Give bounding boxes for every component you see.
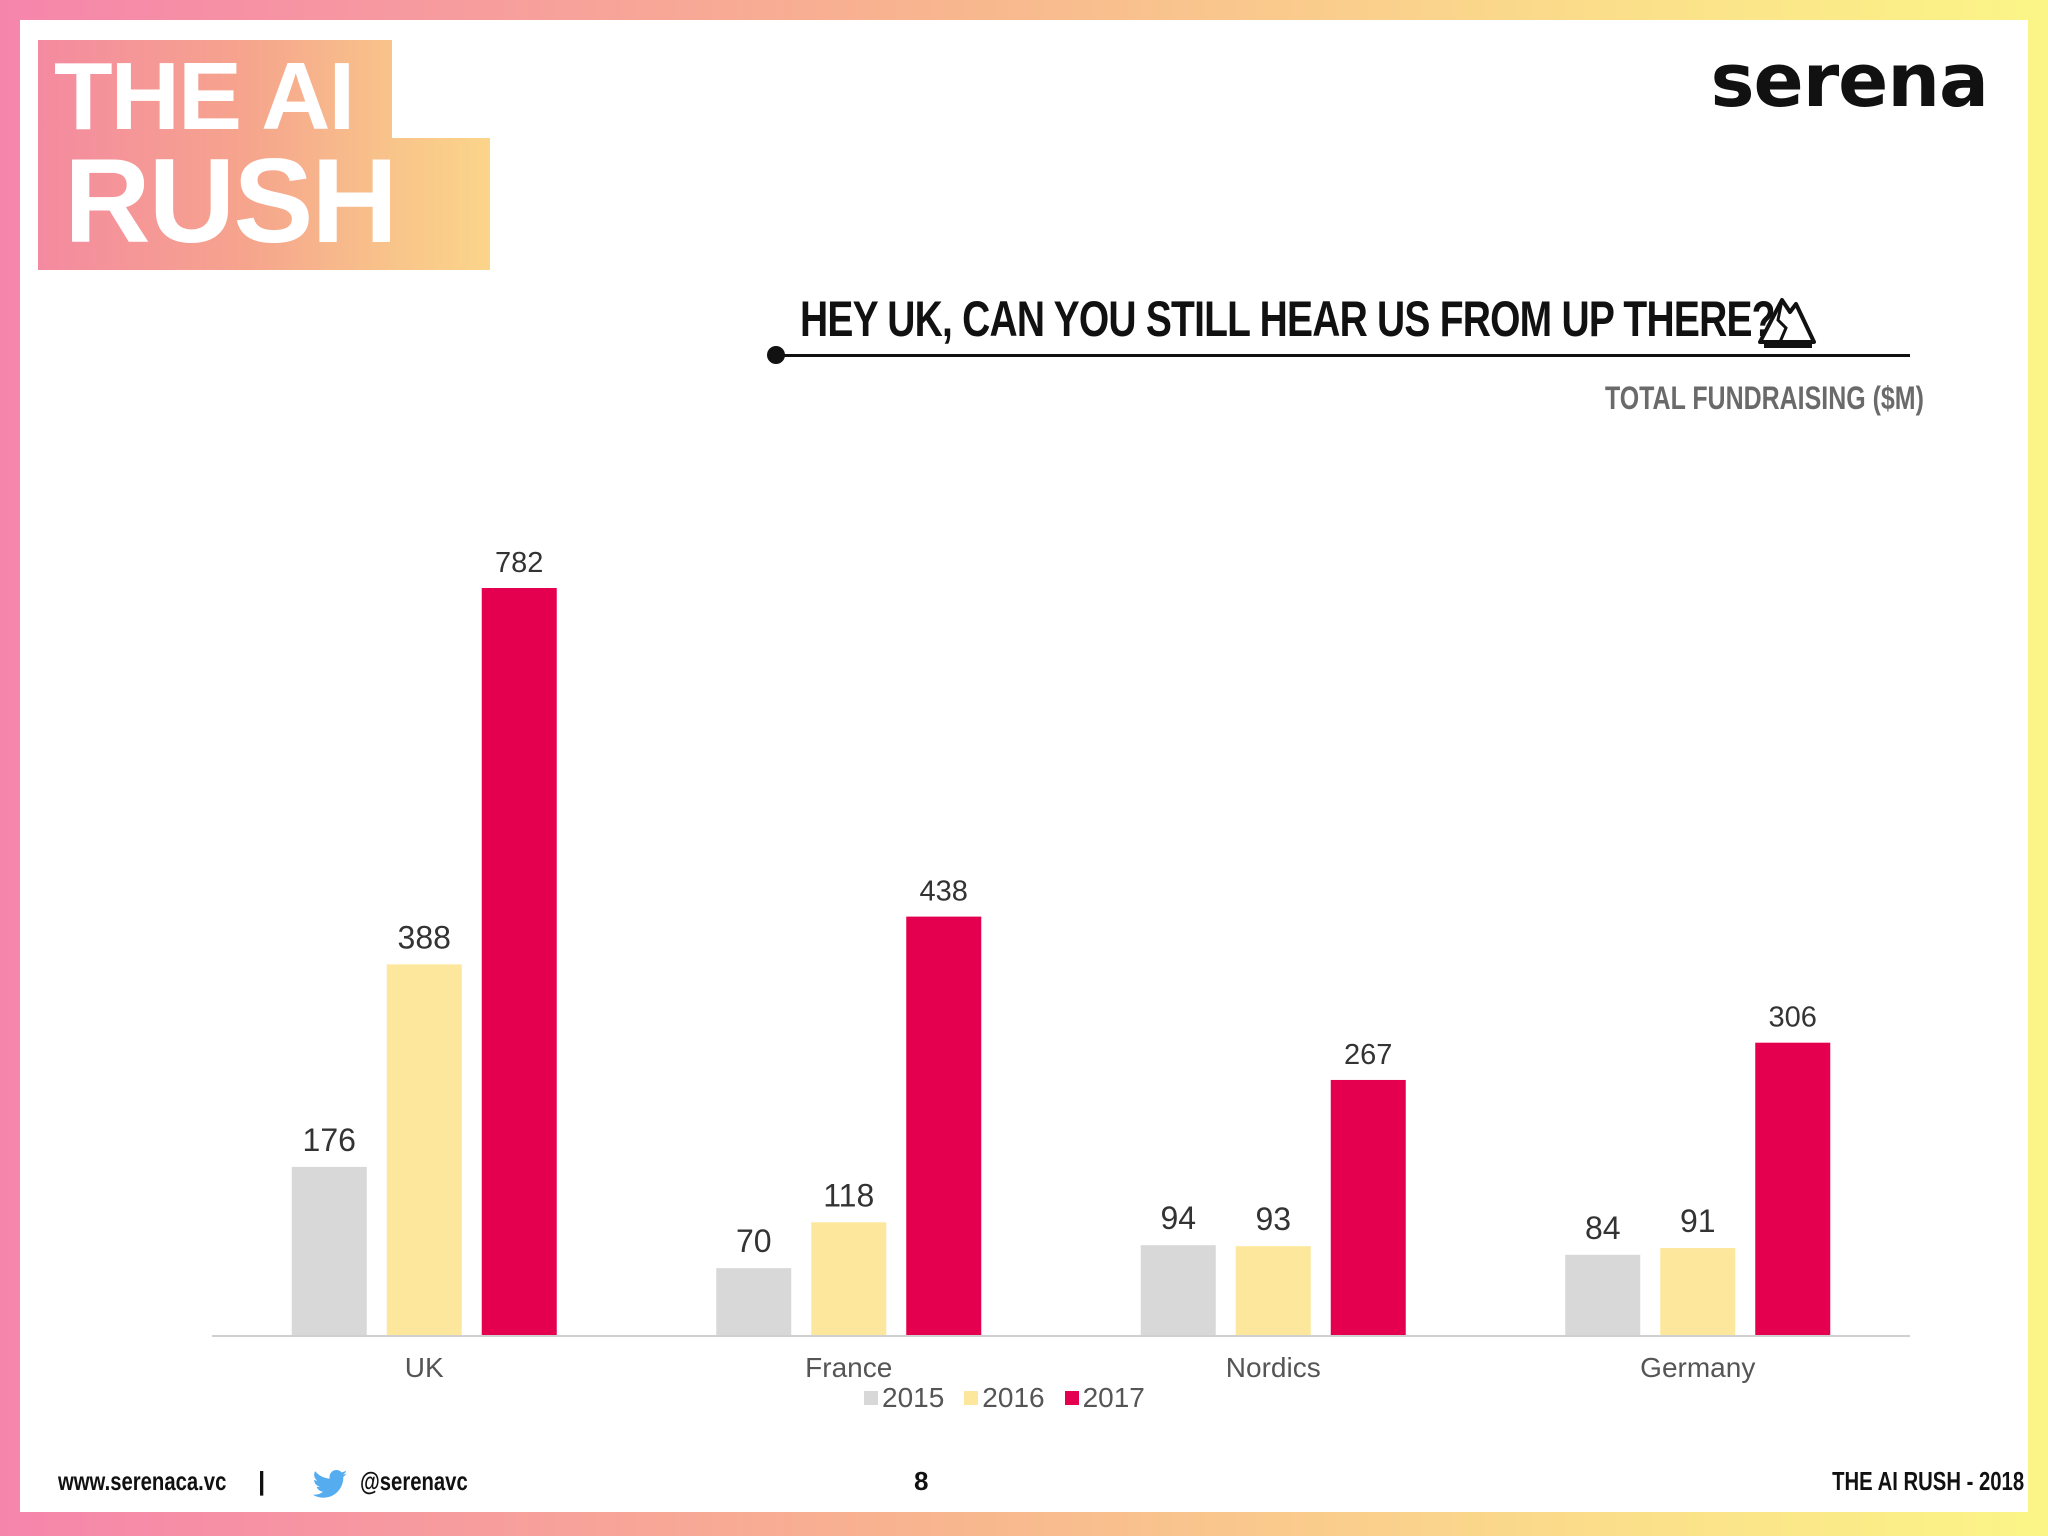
x-tick-label-nordics: Nordics xyxy=(1226,1352,1321,1383)
bar-germany-2016 xyxy=(1660,1248,1736,1335)
bar-uk-2015 xyxy=(291,1166,367,1335)
data-label-uk-2017: 782 xyxy=(495,547,543,579)
bar-uk-2017 xyxy=(481,588,557,1335)
footer-report-title: THE AI RUSH - 2018 xyxy=(1832,1466,2024,1496)
legend-label-2017: 2017 xyxy=(1082,1382,1145,1413)
data-label-nordics-2017: 267 xyxy=(1344,1039,1392,1071)
data-label-uk-2016: 388 xyxy=(398,919,451,955)
title-badge: THE AI RUSH xyxy=(38,40,490,270)
legend-label-2015: 2015 xyxy=(882,1382,945,1413)
footer-separator: | xyxy=(258,1466,266,1496)
legend-swatch-2017 xyxy=(1064,1391,1079,1405)
data-label-uk-2015: 176 xyxy=(303,1122,356,1158)
bar-nordics-2015 xyxy=(1140,1245,1216,1335)
footer-twitter-handle[interactable]: @serenavc xyxy=(360,1466,468,1496)
bar-france-2015 xyxy=(716,1268,792,1335)
chart-subtitle: TOTAL FUNDRAISING ($M) xyxy=(1605,380,1924,416)
x-tick-label-germany: Germany xyxy=(1640,1352,1755,1383)
legend-swatch-2015 xyxy=(864,1391,878,1405)
data-label-nordics-2016: 93 xyxy=(1255,1201,1291,1237)
badge-line-2: RUSH xyxy=(64,134,398,268)
x-tick-label-uk: UK xyxy=(405,1352,444,1383)
data-label-france-2015: 70 xyxy=(736,1223,772,1259)
data-label-germany-2017: 306 xyxy=(1769,1002,1817,1034)
bar-germany-2017 xyxy=(1755,1042,1831,1335)
bar-germany-2015 xyxy=(1565,1254,1641,1335)
serena-logo: serena xyxy=(1710,38,1989,124)
bar-uk-2016 xyxy=(386,964,462,1335)
legend-label-2016: 2016 xyxy=(982,1382,1045,1413)
data-label-germany-2015: 84 xyxy=(1585,1210,1621,1246)
page-number: 8 xyxy=(914,1466,929,1496)
data-label-nordics-2015: 94 xyxy=(1160,1200,1196,1236)
data-label-france-2016: 118 xyxy=(823,1177,874,1213)
legend-item-2016: 2016 xyxy=(964,1382,1045,1414)
footer-website-link[interactable]: www.serenaca.vc xyxy=(58,1466,227,1496)
bar-nordics-2017 xyxy=(1330,1079,1406,1335)
twitter-icon[interactable] xyxy=(312,1470,348,1500)
chart-legend: 2015 2016 2017 xyxy=(864,1382,1145,1414)
bar-nordics-2016 xyxy=(1235,1246,1311,1335)
legend-item-2015: 2015 xyxy=(864,1382,944,1414)
x-tick-label-france: France xyxy=(805,1352,892,1383)
badge-line-1: THE AI xyxy=(54,43,355,150)
legend-swatch-2016 xyxy=(964,1391,979,1405)
data-label-germany-2016: 91 xyxy=(1680,1203,1716,1239)
mountain-icon xyxy=(1758,298,1816,348)
chart-headline: HEY UK, CAN YOU STILL HEAR US FROM UP TH… xyxy=(800,291,1776,347)
data-label-france-2017: 438 xyxy=(920,876,968,908)
bar-france-2017 xyxy=(906,916,982,1335)
bar-france-2016 xyxy=(811,1222,887,1335)
legend-item-2017: 2017 xyxy=(1064,1382,1145,1414)
headline-rule xyxy=(776,354,1910,357)
